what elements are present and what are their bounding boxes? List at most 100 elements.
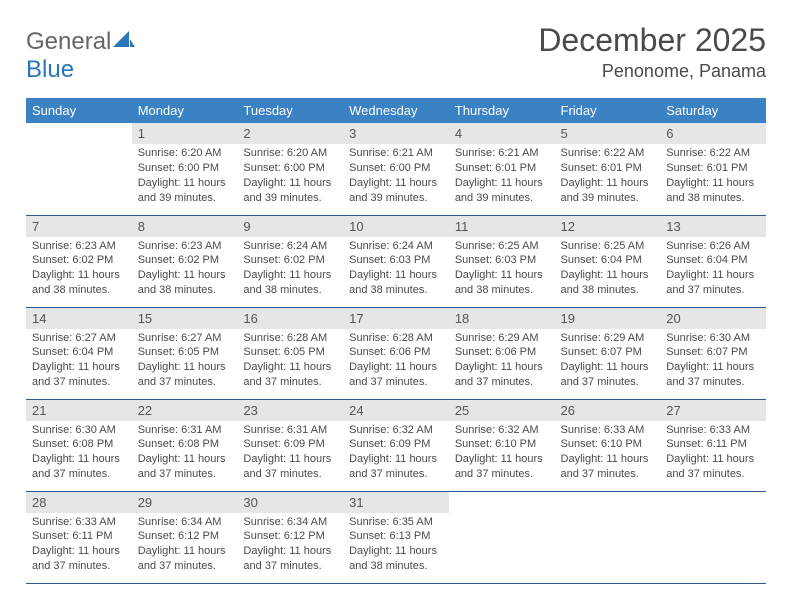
day-number: 1 [132,123,238,144]
calendar-body: 1 Sunrise: 6:20 AM Sunset: 6:00 PM Daylight… [26,123,766,583]
calendar-week-row: 28Sunrise: 6:33 AMSunset: 6:11 PMDayligh… [26,491,766,583]
day-number: 22 [132,400,238,421]
day-content: Sunrise: 6:35 AMSunset: 6:13 PMDaylight:… [343,513,449,578]
sunrise-text: Sunrise: 6:20 AM [138,146,232,161]
daylight-text: Daylight: 11 hours and 37 minutes. [243,544,337,574]
sunset-text: Sunset: 6:11 PM [666,437,760,452]
daylight-text: Daylight: 11 hours and 38 minutes. [32,268,126,298]
day-content: Sunrise: 6:32 AMSunset: 6:10 PMDaylight:… [449,421,555,486]
calendar-week-row: 7Sunrise: 6:23 AMSunset: 6:02 PMDaylight… [26,215,766,307]
calendar-cell: 30Sunrise: 6:34 AMSunset: 6:12 PMDayligh… [237,491,343,583]
day-content: Sunrise: 6:30 AMSunset: 6:08 PMDaylight:… [26,421,132,486]
day-number [555,492,661,513]
sunset-text: Sunset: 6:01 PM [666,161,760,176]
calendar-cell: 17Sunrise: 6:28 AMSunset: 6:06 PMDayligh… [343,307,449,399]
calendar-cell: 8Sunrise: 6:23 AMSunset: 6:02 PMDaylight… [132,215,238,307]
calendar-cell: 5Sunrise: 6:22 AMSunset: 6:01 PMDaylight… [555,123,661,215]
daylight-text: Daylight: 11 hours and 38 minutes. [349,544,443,574]
sunset-text: Sunset: 6:04 PM [32,345,126,360]
daylight-text: Daylight: 11 hours and 37 minutes. [666,268,760,298]
sunset-text: Sunset: 6:09 PM [349,437,443,452]
calendar-cell: 25Sunrise: 6:32 AMSunset: 6:10 PMDayligh… [449,399,555,491]
sunrise-text: Sunrise: 6:34 AM [138,515,232,530]
day-number: 20 [660,308,766,329]
day-number: 10 [343,216,449,237]
sunset-text: Sunset: 6:00 PM [243,161,337,176]
calendar-table: SundayMondayTuesdayWednesdayThursdayFrid… [26,98,766,584]
calendar-cell: 4Sunrise: 6:21 AMSunset: 6:01 PMDaylight… [449,123,555,215]
daylight-text: Daylight: 11 hours and 37 minutes. [138,544,232,574]
calendar-cell: 22Sunrise: 6:31 AMSunset: 6:08 PMDayligh… [132,399,238,491]
sunrise-text: Sunrise: 6:27 AM [32,331,126,346]
day-content: Sunrise: 6:22 AMSunset: 6:01 PMDaylight:… [555,144,661,209]
day-number: 2 [237,123,343,144]
calendar-cell: 2Sunrise: 6:20 AMSunset: 6:00 PMDaylight… [237,123,343,215]
sunset-text: Sunset: 6:05 PM [243,345,337,360]
day-content: Sunrise: 6:34 AMSunset: 6:12 PMDaylight:… [132,513,238,578]
day-number: 17 [343,308,449,329]
daylight-text: Daylight: 11 hours and 37 minutes. [32,452,126,482]
sunset-text: Sunset: 6:08 PM [32,437,126,452]
daylight-text: Daylight: 11 hours and 37 minutes. [138,360,232,390]
sunrise-text: Sunrise: 6:35 AM [349,515,443,530]
day-content: Sunrise: 6:27 AMSunset: 6:04 PMDaylight:… [26,329,132,394]
daylight-text: Daylight: 11 hours and 39 minutes. [349,176,443,206]
sunrise-text: Sunrise: 6:24 AM [243,239,337,254]
sunset-text: Sunset: 6:01 PM [561,161,655,176]
sunrise-text: Sunrise: 6:28 AM [243,331,337,346]
calendar-head: SundayMondayTuesdayWednesdayThursdayFrid… [26,98,766,123]
weekday-header: Wednesday [343,98,449,123]
sunset-text: Sunset: 6:07 PM [561,345,655,360]
day-number: 28 [26,492,132,513]
logo-text-blue: Blue [26,56,74,83]
calendar-cell: 10Sunrise: 6:24 AMSunset: 6:03 PMDayligh… [343,215,449,307]
calendar-cell: 9Sunrise: 6:24 AMSunset: 6:02 PMDaylight… [237,215,343,307]
day-number: 24 [343,400,449,421]
sunrise-text: Sunrise: 6:21 AM [349,146,443,161]
weekday-header: Saturday [660,98,766,123]
calendar-week-row: 1 Sunrise: 6:20 AM Sunset: 6:00 PM Daylight… [26,123,766,215]
calendar-cell: 6Sunrise: 6:22 AMSunset: 6:01 PMDaylight… [660,123,766,215]
daylight-text: Daylight: 11 hours and 38 minutes. [349,268,443,298]
daylight-text: Daylight: 11 hours and 37 minutes. [32,544,126,574]
calendar-cell: 19Sunrise: 6:29 AMSunset: 6:07 PMDayligh… [555,307,661,399]
day-content: Sunrise: 6:34 AMSunset: 6:12 PMDaylight:… [237,513,343,578]
day-number: 7 [26,216,132,237]
sunrise-text: Sunrise: 6:21 AM [455,146,549,161]
sunset-text: Sunset: 6:08 PM [138,437,232,452]
location: Penonome, Panama [538,61,766,82]
calendar-cell: 18Sunrise: 6:29 AMSunset: 6:06 PMDayligh… [449,307,555,399]
daylight-text: Daylight: 11 hours and 37 minutes. [243,360,337,390]
day-content: Sunrise: 6:25 AMSunset: 6:04 PMDaylight:… [555,237,661,302]
day-number: 6 [660,123,766,144]
daylight-text: Daylight: 11 hours and 38 minutes. [561,268,655,298]
day-number: 25 [449,400,555,421]
logo-sail-icon [113,28,135,56]
daylight-text: Daylight: 11 hours and 39 minutes. [455,176,549,206]
daylight-text: Daylight: 11 hours and 39 minutes. [138,176,232,206]
daylight-text: Daylight: 11 hours and 37 minutes. [561,360,655,390]
day-content: Sunrise: 6:23 AMSunset: 6:02 PMDaylight:… [132,237,238,302]
calendar-cell: 7Sunrise: 6:23 AMSunset: 6:02 PMDaylight… [26,215,132,307]
sunset-text: Sunset: 6:07 PM [666,345,760,360]
day-content: Sunrise: 6:21 AMSunset: 6:00 PMDaylight:… [343,144,449,209]
sunrise-text: Sunrise: 6:34 AM [243,515,337,530]
sunrise-text: Sunrise: 6:33 AM [561,423,655,438]
day-number: 14 [26,308,132,329]
sunrise-text: Sunrise: 6:22 AM [561,146,655,161]
title-block: December 2025 Penonome, Panama [538,22,766,82]
day-content: Sunrise: 6:28 AMSunset: 6:05 PMDaylight:… [237,329,343,394]
sunset-text: Sunset: 6:11 PM [32,529,126,544]
day-number: 11 [449,216,555,237]
day-content: Sunrise: 6:33 AMSunset: 6:11 PMDaylight:… [26,513,132,578]
daylight-text: Daylight: 11 hours and 37 minutes. [138,452,232,482]
day-number: 23 [237,400,343,421]
calendar-cell [660,491,766,583]
calendar-cell: 13Sunrise: 6:26 AMSunset: 6:04 PMDayligh… [660,215,766,307]
calendar-cell: 3Sunrise: 6:21 AMSunset: 6:00 PMDaylight… [343,123,449,215]
calendar-cell: 23Sunrise: 6:31 AMSunset: 6:09 PMDayligh… [237,399,343,491]
daylight-text: Daylight: 11 hours and 38 minutes. [666,176,760,206]
sunset-text: Sunset: 6:12 PM [138,529,232,544]
day-content: Sunrise: 6:33 AMSunset: 6:10 PMDaylight:… [555,421,661,486]
day-content: Sunrise: 6:25 AMSunset: 6:03 PMDaylight:… [449,237,555,302]
